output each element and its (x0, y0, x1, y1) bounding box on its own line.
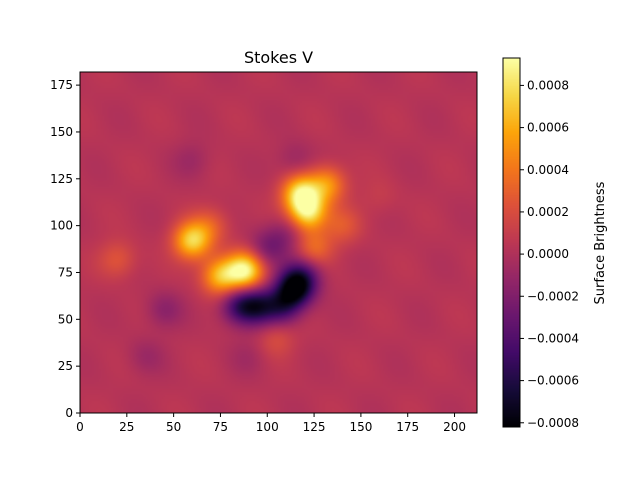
y-axis: 0 25 50 75 100 125 150 175 (50, 78, 80, 420)
y-tick-label: 125 (50, 172, 73, 186)
x-tick-label: 200 (443, 420, 466, 434)
colorbar-tick-label: 0.0006 (527, 121, 569, 135)
colorbar-tick-label: 0.0002 (527, 205, 569, 219)
plot-area (79, 71, 478, 414)
colorbar-tick-label: −0.0002 (527, 289, 579, 303)
colorbar-label: Surface Brightness (593, 181, 608, 304)
chart-title-group: Stokes V (244, 48, 313, 67)
chart-title: Stokes V (244, 48, 313, 67)
colorbar-tick-label: 0.0004 (527, 163, 569, 177)
y-tick-label: 50 (58, 312, 73, 326)
colorbar-gradient (503, 58, 520, 427)
x-axis: 0 25 50 75 100 125 150 175 200 (76, 413, 466, 434)
x-tick-label: 150 (349, 420, 372, 434)
colorbar-tick-label: −0.0006 (527, 374, 579, 388)
x-tick-label: 75 (213, 420, 228, 434)
x-tick-label: 50 (166, 420, 181, 434)
x-tick-label: 25 (119, 420, 134, 434)
colorbar-tick-label: −0.0004 (527, 331, 579, 345)
colorbar-tick-label: 0.0000 (527, 247, 569, 261)
heatmap-image (80, 72, 477, 413)
colorbar-frame (502, 57, 521, 428)
y-tick-label: 175 (50, 78, 73, 92)
plot-frame (79, 71, 478, 414)
colorbar-tick-label: 0.0008 (527, 78, 569, 92)
x-tick-label: 0 (76, 420, 84, 434)
y-tick-label: 25 (58, 359, 73, 373)
y-tick-label: 150 (50, 125, 73, 139)
x-tick-label: 100 (256, 420, 279, 434)
colorbar-ticks: −0.0008 −0.0006 −0.0004 −0.0002 0.0000 0.0002… (520, 78, 579, 430)
y-tick-label: 75 (58, 265, 73, 279)
y-tick-label: 100 (50, 219, 73, 233)
colorbar-tick-label: −0.0008 (527, 416, 579, 430)
colorbar: −0.0008 −0.0006 −0.0004 −0.0002 0.0000 0.0002… (502, 57, 608, 430)
x-tick-label: 125 (303, 420, 326, 434)
x-tick-label: 175 (396, 420, 419, 434)
y-tick-label: 0 (65, 406, 73, 420)
